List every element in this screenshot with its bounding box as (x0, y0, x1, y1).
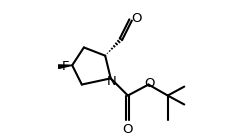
Text: F: F (62, 60, 69, 73)
Text: O: O (143, 77, 154, 90)
Text: O: O (122, 123, 133, 136)
Polygon shape (58, 65, 72, 68)
Text: N: N (106, 75, 116, 88)
Text: O: O (130, 12, 141, 25)
